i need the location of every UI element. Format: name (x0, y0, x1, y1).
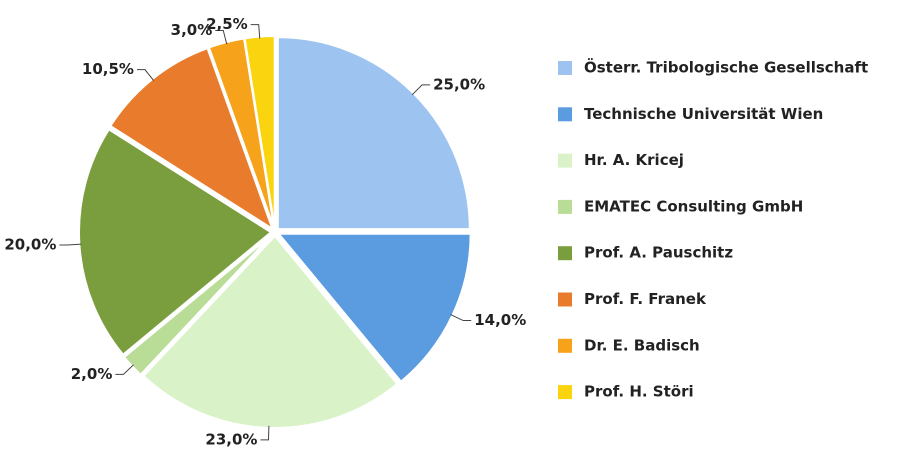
leader-line (136, 69, 155, 81)
data-label: 20,0% (4, 236, 56, 254)
leader-line (215, 30, 228, 45)
pie-slice (276, 36, 471, 231)
legend-swatch (558, 246, 572, 261)
leader-line (115, 364, 134, 375)
legend-label: Prof. H. Störi (584, 383, 694, 401)
legend-swatch (558, 292, 572, 307)
legend-swatch (558, 385, 572, 400)
leader-line (59, 243, 82, 246)
data-label: 25,0% (433, 75, 485, 93)
leader-line (450, 314, 472, 322)
data-label: 2,0% (71, 365, 113, 383)
legend-swatch (558, 107, 572, 122)
legend-swatch (558, 199, 572, 214)
data-label: 3,0% (171, 21, 213, 39)
legend-swatch (558, 153, 572, 168)
data-label: 10,5% (82, 60, 134, 78)
legend-label: Technische Universität Wien (584, 105, 823, 123)
legend-swatch (558, 338, 572, 353)
legend-label: Prof. A. Pauschitz (584, 244, 733, 262)
legend-label: EMATEC Consulting GmbH (584, 197, 803, 215)
data-label: 2,5% (206, 15, 248, 33)
legend-label: Hr. A. Kricej (584, 151, 684, 169)
legend-label: Österr. Tribologische Gesellschaft (584, 58, 868, 77)
data-label: 14,0% (474, 311, 526, 329)
legend-swatch (558, 61, 572, 75)
data-label: 23,0% (205, 430, 257, 448)
legend-label: Prof. F. Franek (584, 290, 707, 308)
legend-label: Dr. E. Badisch (584, 336, 700, 354)
leader-line (250, 24, 261, 39)
leader-line (411, 84, 431, 96)
leader-line (260, 425, 270, 441)
